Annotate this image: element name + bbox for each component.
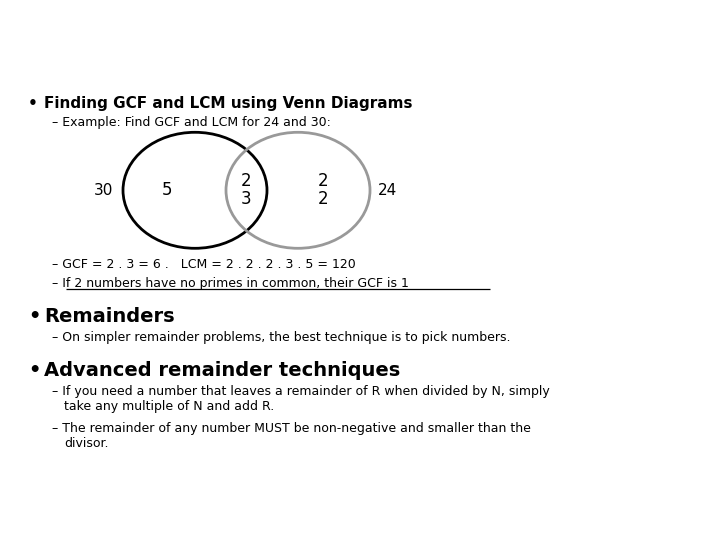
Text: – GCF = 2 . 3 = 6 .   LCM = 2 . 2 . 2 . 3 . 5 = 120: – GCF = 2 . 3 = 6 . LCM = 2 . 2 . 2 . 3 … (52, 258, 356, 271)
Text: •: • (28, 307, 40, 326)
Text: – Example: Find GCF and LCM for 24 and 30:: – Example: Find GCF and LCM for 24 and 3… (52, 116, 331, 129)
Text: Finding GCF and LCM using Venn Diagrams: Finding GCF and LCM using Venn Diagrams (44, 96, 413, 111)
Text: 3: 3 (241, 190, 252, 208)
Text: – If you need a number that leaves a remainder of R when divided by N, simply: – If you need a number that leaves a rem… (52, 386, 550, 399)
Text: – If 2 numbers have no primes in common, their GCF is 1: – If 2 numbers have no primes in common,… (52, 278, 409, 291)
Text: Advanced remainder techniques: Advanced remainder techniques (44, 361, 400, 380)
Text: 5: 5 (162, 181, 172, 199)
Text: take any multiple of N and add R.: take any multiple of N and add R. (64, 400, 274, 413)
Text: – The remainder of any number MUST be non-negative and smaller than the: – The remainder of any number MUST be no… (52, 422, 531, 435)
Text: Quantitative Review: Quantitative Review (266, 18, 454, 37)
Text: 2: 2 (318, 190, 328, 208)
Text: Number Properties – Divisibility and primes: Number Properties – Divisibility and pri… (157, 49, 563, 68)
Text: •: • (28, 96, 38, 111)
Text: 24: 24 (378, 183, 397, 198)
Text: Remainders: Remainders (44, 307, 175, 326)
Text: 2: 2 (318, 172, 328, 190)
Text: 2: 2 (241, 172, 252, 190)
Text: •: • (28, 361, 40, 380)
Text: – On simpler remainder problems, the best technique is to pick numbers.: – On simpler remainder problems, the bes… (52, 332, 510, 345)
Text: 30: 30 (94, 183, 113, 198)
Text: divisor.: divisor. (64, 437, 109, 450)
